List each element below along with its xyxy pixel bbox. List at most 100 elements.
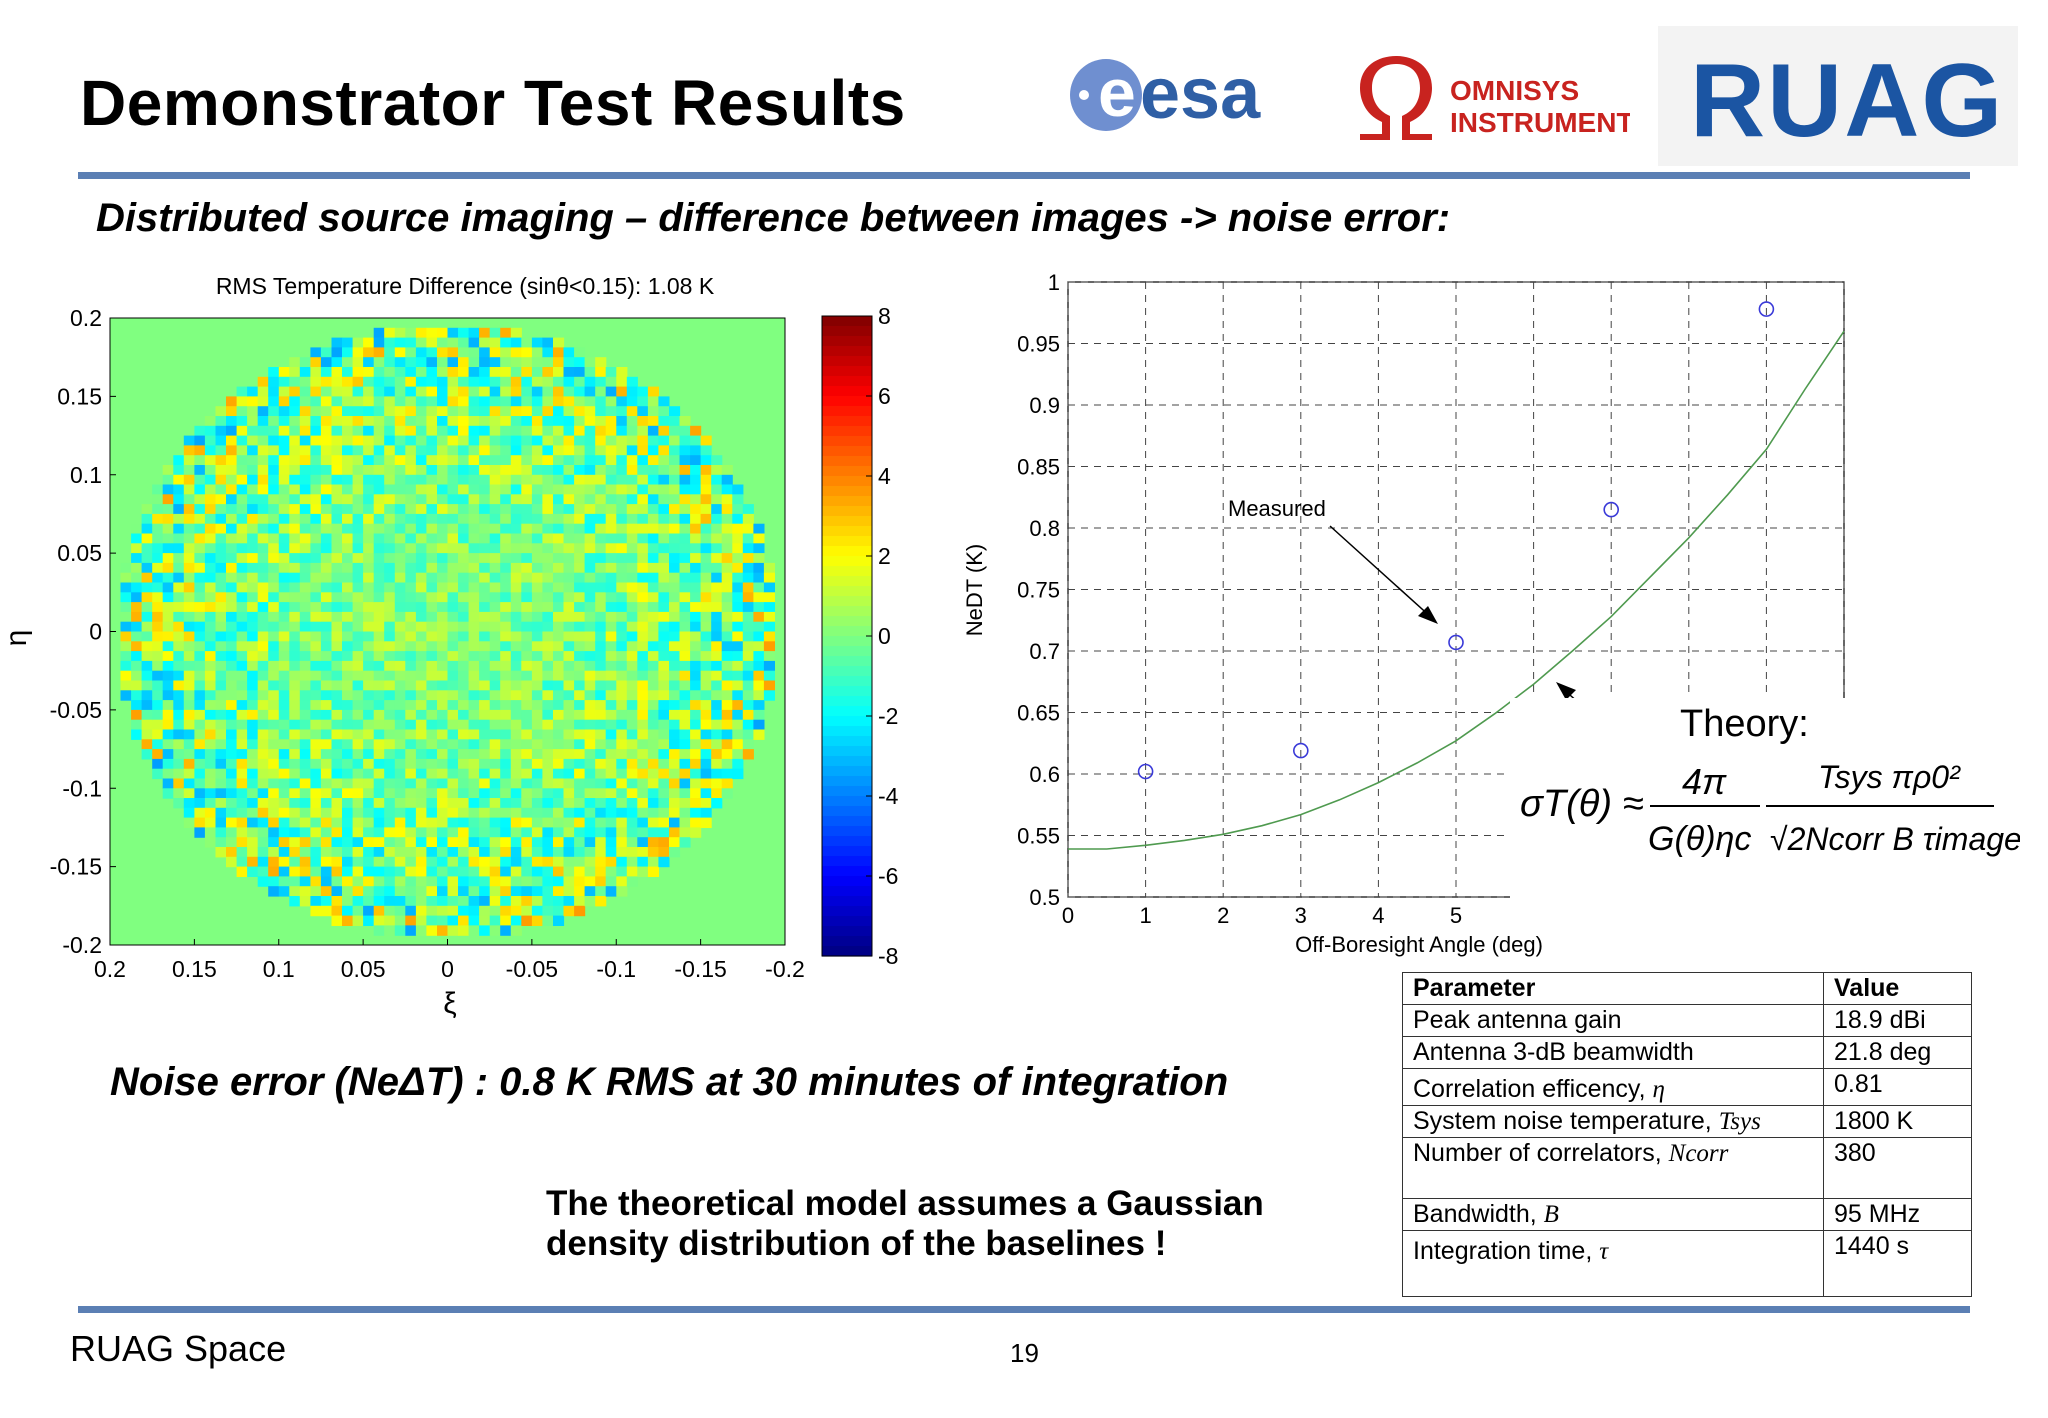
heatmap-cell <box>373 582 385 593</box>
heatmap-cell <box>183 504 195 515</box>
formula-num1: 4π <box>1682 761 1727 802</box>
heatmap-cell <box>268 670 280 682</box>
heatmap-cell <box>468 847 480 858</box>
heatmap-cell <box>584 445 596 456</box>
heatmap-cell <box>531 778 543 789</box>
heatmap-cell <box>658 856 670 868</box>
heatmap-cell <box>226 474 238 486</box>
parameter-table-header: Parameter Value <box>1402 972 1972 1005</box>
heatmap-cell <box>384 729 396 740</box>
heatmap-cell <box>542 435 554 446</box>
heatmap-cell <box>215 474 227 486</box>
heatmap-cell <box>299 406 311 417</box>
heatmap-cell <box>226 768 238 780</box>
heatmap-cell <box>605 798 617 809</box>
heatmap-cell <box>595 739 607 750</box>
heatmap-cell <box>384 435 396 446</box>
heatmap-cell <box>542 357 554 368</box>
heatmap-cell <box>384 455 396 466</box>
heatmap-cell <box>278 523 290 535</box>
heatmap-cell <box>131 670 143 682</box>
heatmap-cell <box>721 690 733 701</box>
heatmap-cell <box>489 592 501 603</box>
heatmap-cell <box>458 768 470 780</box>
heatmap-cell <box>426 631 438 642</box>
heatmap-cell <box>352 582 364 593</box>
heatmap-cell <box>183 768 195 780</box>
heatmap-cell <box>194 553 206 564</box>
heatmap-cell <box>658 719 670 731</box>
heatmap-cell <box>711 543 723 554</box>
heatmap-cell <box>605 367 617 378</box>
heatmap-cell <box>183 807 195 819</box>
heatmap-cell <box>574 445 586 456</box>
heatmap-cell <box>510 905 522 917</box>
heatmap-cell <box>278 435 290 446</box>
heatmap-cell <box>236 602 248 613</box>
heatmap-cell <box>447 700 459 711</box>
heatmap-cell <box>447 680 459 691</box>
heatmap-cell <box>320 386 332 397</box>
heatmap-cell <box>405 651 417 662</box>
heatmap-cell <box>616 543 628 554</box>
heatmap-cell <box>458 513 470 525</box>
heatmap-cell <box>278 847 290 858</box>
heatmap-cell <box>510 484 522 495</box>
heatmap-cell <box>363 572 375 584</box>
heatmap-cell <box>437 886 449 897</box>
colorbar-tick-label: -2 <box>878 703 898 729</box>
heatmap-cell <box>183 798 195 809</box>
heatmap-cell <box>584 670 596 682</box>
heatmap-cell <box>531 523 543 535</box>
heatmap-cell <box>626 670 638 682</box>
heatmap-cell <box>120 602 132 613</box>
heatmap-cell <box>447 631 459 642</box>
heatmap-cell <box>563 435 575 446</box>
heatmap-cell <box>437 778 449 789</box>
heatmap-cell <box>742 572 754 584</box>
heatmap-cell <box>500 651 512 662</box>
heatmap-cell <box>331 562 343 574</box>
heatmap-cell <box>247 690 259 701</box>
heatmap-cell <box>574 376 586 388</box>
heatmap-cell <box>437 455 449 466</box>
heatmap-cell <box>510 494 522 505</box>
heatmap-cell <box>521 778 533 789</box>
heatmap-cell <box>373 739 385 750</box>
heatmap-cell <box>352 729 364 740</box>
heatmap-cell <box>373 592 385 603</box>
heatmap-cell <box>352 631 364 642</box>
heatmap-cell <box>268 611 280 623</box>
heatmap-cell <box>384 327 396 339</box>
heatmap-cell <box>753 602 765 613</box>
heatmap-cell <box>415 357 427 368</box>
heatmap-cell <box>563 553 575 564</box>
heatmap-cell <box>669 523 681 535</box>
heatmap-cell <box>415 680 427 691</box>
heatmap-cell <box>204 474 216 486</box>
heatmap-x-tick-label: 0.05 <box>341 956 386 982</box>
heatmap-cell <box>373 445 385 456</box>
heatmap-cell <box>637 758 649 770</box>
heatmap-cell <box>299 435 311 446</box>
heatmap-cell <box>405 572 417 584</box>
heatmap-cell <box>468 406 480 417</box>
heatmap-cell <box>415 837 427 848</box>
heatmap-cell <box>257 435 269 446</box>
heatmap-cell <box>531 484 543 495</box>
nedt-y-tick-label: 0.8 <box>1029 516 1060 541</box>
colorbar-band <box>822 546 872 557</box>
heatmap-cell <box>405 788 417 799</box>
heatmap-cell <box>584 416 596 427</box>
heatmap-cell <box>173 798 185 809</box>
heatmap-cell <box>458 357 470 368</box>
heatmap-cell <box>426 709 438 721</box>
heatmap-cell <box>542 896 554 907</box>
heatmap-cell <box>405 406 417 417</box>
heatmap-cell <box>500 788 512 799</box>
heatmap-cell <box>542 562 554 574</box>
heatmap-cell <box>584 621 596 633</box>
heatmap-cell <box>763 562 775 574</box>
heatmap-cell <box>394 866 406 877</box>
heatmap-cell <box>268 788 280 799</box>
